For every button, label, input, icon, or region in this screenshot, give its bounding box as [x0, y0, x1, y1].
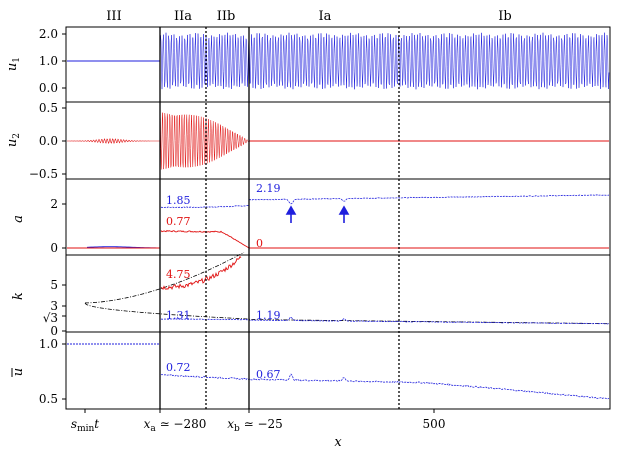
a-annotation-0: 0	[256, 237, 263, 250]
a-arrows	[285, 205, 350, 223]
a-annotation-185: 1.85	[166, 194, 191, 207]
u1-tick-0: 0.0	[39, 81, 58, 95]
k-tick-sqrt3: √3	[43, 311, 58, 325]
k-red-series	[160, 255, 242, 291]
k-theory-lower-branch	[84, 302, 610, 325]
u1-axis-label: u1	[5, 57, 22, 71]
region-label-ia: Ia	[319, 9, 332, 24]
x-tick-xa: xa ≃ −280	[144, 417, 207, 434]
x-axis-label: x	[334, 435, 342, 450]
k-tick-5: 5	[50, 278, 58, 292]
u2-tick-0: 0.0	[39, 134, 58, 148]
k-theory-upper-branch	[84, 251, 245, 304]
arrow-1-head	[285, 205, 297, 215]
ubar-annotation-067: 0.67	[256, 368, 281, 381]
u2-tick-05: 0.5	[39, 101, 58, 115]
ubar-tick-05: 0.5	[39, 392, 58, 406]
k-blue-series	[160, 316, 610, 325]
panel-k-frame	[65, 254, 611, 333]
a-annotation-077: 0.77	[166, 215, 191, 228]
a-blue-region-i	[248, 194, 610, 205]
u2-tick-m05: −0.5	[29, 167, 58, 181]
x-tick-marks	[84, 409, 435, 413]
a-annotation-219: 2.19	[256, 182, 281, 195]
region-label-iia: IIa	[174, 9, 192, 24]
data-layer	[66, 32, 610, 400]
region-label-iii: III	[106, 9, 121, 24]
ubar-series	[160, 373, 610, 400]
u2-series-region-iii	[66, 137, 160, 145]
k-annotation-119: 1.19	[256, 309, 281, 322]
arrow-2-head	[338, 205, 350, 215]
u1-tick-1: 1.0	[39, 54, 58, 68]
k-tick-3: 3	[50, 299, 58, 313]
a-axis-label: a	[11, 215, 26, 223]
y-tick-marks	[62, 33, 66, 400]
k-axis-label: k	[11, 292, 26, 300]
u2-series-oscillation	[159, 112, 249, 170]
ubar-axis-label: u	[11, 368, 26, 376]
ubar-annotation-072: 0.72	[166, 361, 191, 374]
x-tick-xb: xb ≃ −25	[227, 417, 283, 434]
panel-ubar-frame	[65, 331, 611, 410]
x-tick-smin: smint	[71, 417, 99, 434]
region-label-iib: IIb	[217, 9, 236, 24]
k-annotation-131: 1.31	[166, 309, 191, 322]
a-tick-0: 0	[50, 241, 58, 255]
k-annotation-475: 4.75	[166, 268, 191, 281]
k-tick-0: 0	[50, 324, 58, 338]
u1-tick-2: 2.0	[39, 27, 58, 41]
a-blue-region-ii	[160, 204, 250, 209]
panel-a-frame	[65, 178, 611, 256]
ubar-tick-1: 1.0	[39, 337, 58, 351]
a-red-region-ii	[160, 229, 250, 249]
region-label-ib: Ib	[498, 9, 511, 24]
u1-series-oscillation	[159, 32, 610, 90]
x-tick-500: 500	[423, 417, 446, 431]
a-tick-2: 2	[50, 197, 58, 211]
u2-axis-label: u2	[5, 133, 22, 147]
